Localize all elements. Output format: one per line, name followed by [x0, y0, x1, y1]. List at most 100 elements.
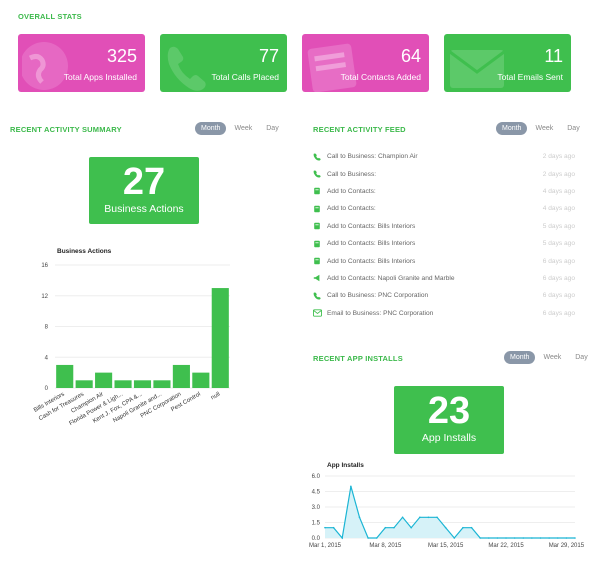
data-point [505, 537, 507, 539]
installs-period-toggle: Month Week Day [504, 351, 594, 364]
feed-item-time: 6 days ago [542, 292, 575, 300]
stat-card-contacts[interactable]: 64 Total Contacts Added [302, 34, 429, 92]
data-point [427, 516, 430, 519]
feed-item-time: 6 days ago [542, 309, 575, 317]
data-point [496, 537, 499, 539]
activity-summary-title: RECENT ACTIVITY SUMMARY [10, 125, 122, 134]
app-installs-title: RECENT APP INSTALLS [313, 354, 403, 363]
y-tick-label: 0 [45, 386, 49, 392]
activity-feed-list: Call to Business: Champion Air 2 days ago… [313, 148, 575, 322]
stat-card-apps[interactable]: 325 Total Apps Installed [18, 34, 145, 92]
business-actions-number: 27 [122, 161, 166, 203]
data-point [487, 537, 490, 539]
stat-value: 11 [544, 46, 563, 66]
data-point [574, 537, 576, 539]
y-tick-label: 6.0 [312, 474, 321, 480]
contacts-book-icon [313, 205, 327, 213]
phone-icon [313, 153, 327, 161]
feed-item[interactable]: Add to Contacts: 4 days ago [313, 200, 575, 217]
tab-day[interactable]: Day [567, 125, 580, 132]
stat-label: Total Emails Sent [497, 72, 563, 83]
tab-week[interactable]: Week [234, 125, 253, 132]
y-tick-label: 4.5 [312, 490, 321, 496]
feed-item[interactable]: Call to Business: PNC Corporation 6 days … [313, 287, 575, 304]
feed-item[interactable]: Add to Contacts: 4 days ago [313, 183, 575, 200]
bar [56, 364, 74, 388]
bar [75, 380, 93, 388]
overall-stats-title: OVERALL STATS [18, 12, 82, 21]
data-point [522, 537, 525, 539]
data-point [375, 537, 378, 539]
series-line [325, 486, 575, 540]
bar [172, 364, 190, 388]
megaphone-icon [313, 274, 327, 282]
feed-item[interactable]: Call to Business: Champion Air 2 days ago [313, 148, 575, 165]
contacts-book-icon [313, 257, 327, 265]
stat-value: 64 [400, 46, 421, 66]
tab-day[interactable]: Day [266, 125, 279, 132]
data-point [367, 537, 369, 539]
x-tick-label: Mar 15, 2015 [428, 543, 464, 549]
tab-week[interactable]: Week [535, 125, 554, 132]
data-point [324, 526, 326, 529]
app-installs-total: 23 App Installs [394, 386, 504, 454]
summary-period-toggle: Month Week Day [195, 122, 285, 135]
feed-item-time: 2 days ago [542, 170, 575, 178]
y-tick-label: 4 [45, 355, 49, 361]
stat-card-emails[interactable]: 11 Total Emails Sent [444, 34, 571, 92]
data-point [419, 516, 421, 519]
feed-item[interactable]: Call to Business: 2 days ago [313, 165, 575, 182]
data-point [531, 537, 533, 539]
bar [114, 380, 132, 388]
feed-item-time: 5 days ago [542, 240, 575, 248]
feed-item[interactable]: Email to Business: PNC Corporation 6 days… [313, 305, 575, 322]
stat-label: Total Apps Installed [63, 72, 137, 83]
feed-item-time: 6 days ago [542, 274, 575, 282]
feed-item[interactable]: Add to Contacts: Bills Interiors 5 days a… [313, 218, 575, 235]
tab-week[interactable]: Week [543, 354, 562, 361]
data-point [513, 537, 516, 539]
data-point [453, 537, 456, 539]
data-point [556, 537, 559, 539]
feed-item-text: Add to Contacts: Bills Interiors [327, 257, 416, 265]
feed-item[interactable]: Add to Contacts: Bills Interiors 6 days a… [313, 252, 575, 269]
envelope-icon [313, 309, 327, 317]
stat-card-calls[interactable]: 77 Total Calls Placed [160, 34, 287, 92]
data-point [401, 516, 404, 519]
chart-title: Business Actions [57, 248, 112, 255]
area-fill [325, 486, 575, 538]
data-point [436, 516, 438, 519]
feed-item[interactable]: Add to Contacts: Bills Interiors 5 days a… [313, 235, 575, 252]
phone-icon [313, 292, 327, 300]
x-tick-label: Mar 29, 2015 [549, 543, 585, 549]
globe-icon [22, 42, 68, 90]
stat-value: 325 [106, 46, 137, 66]
feed-period-toggle: Month Week Day [496, 122, 586, 135]
feed-item-time: 5 days ago [542, 222, 575, 230]
data-point [350, 485, 352, 488]
feed-item[interactable]: Add to Contacts: Napoli Granite and Marb… [313, 270, 575, 287]
x-tick-label: null [210, 392, 221, 402]
tab-month[interactable]: Month [504, 351, 536, 364]
activity-feed-title: RECENT ACTIVITY FEED [313, 125, 406, 134]
tab-month[interactable]: Month [195, 122, 227, 135]
bar [211, 288, 229, 388]
bar [192, 372, 210, 388]
contacts-book-icon [307, 43, 357, 92]
stat-label: Total Calls Placed [211, 72, 279, 83]
envelope-icon [449, 50, 505, 88]
contacts-book-icon [313, 187, 327, 195]
stat-value: 77 [258, 46, 279, 66]
business-actions-total: 27 Business Actions [89, 157, 199, 224]
bar [133, 380, 152, 388]
x-tick-label: Mar 8, 2015 [369, 543, 402, 549]
data-point [384, 526, 387, 529]
tab-day[interactable]: Day [575, 354, 588, 361]
tab-month[interactable]: Month [496, 122, 528, 135]
data-point [462, 526, 464, 529]
data-point [393, 526, 395, 529]
phone-icon [167, 46, 206, 91]
stat-label: Total Contacts Added [340, 72, 421, 83]
feed-item-time: 2 days ago [542, 153, 575, 161]
